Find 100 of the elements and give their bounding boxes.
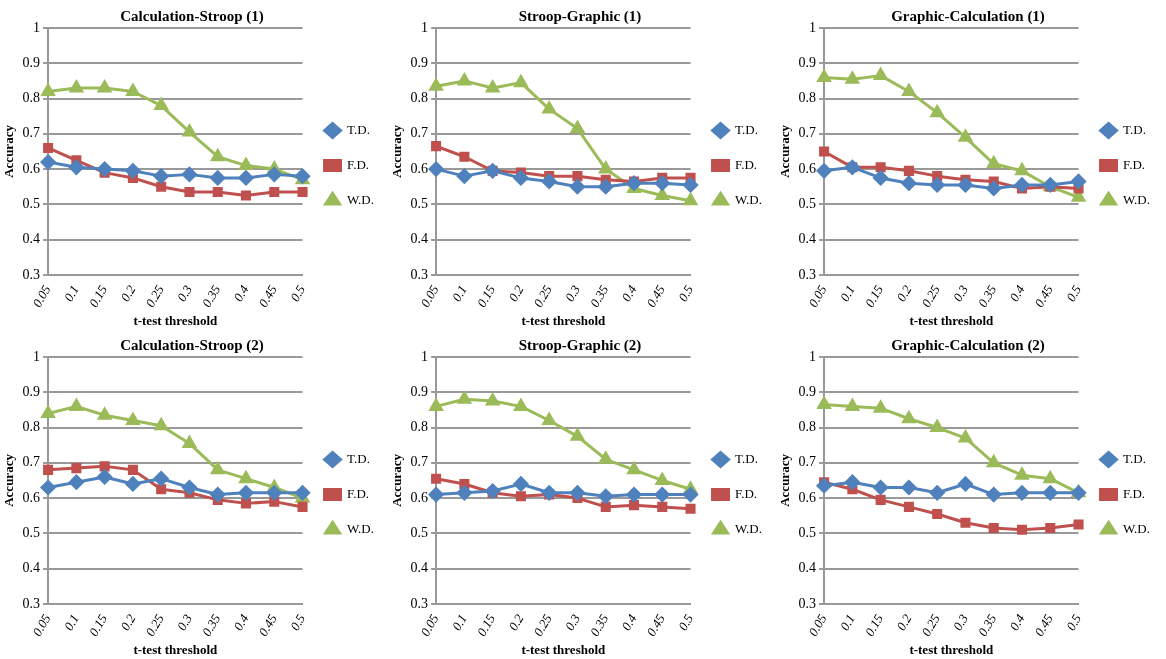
y-tick-label: 0.7 [22, 454, 41, 470]
x-tick-label: 0.45 [1031, 282, 1057, 310]
x-tick-label: 0.45 [255, 611, 281, 639]
y-tick-label: 0.7 [410, 454, 429, 470]
y-tick-label: 0.6 [410, 160, 429, 176]
y-tick-label: 0.5 [410, 196, 429, 212]
legend-label: W.D. [1123, 520, 1150, 536]
x-tick-label: 0.25 [142, 611, 167, 639]
y-tick-label: 0.5 [22, 196, 41, 212]
y-tick-label: 1 [421, 19, 429, 35]
y-tick-label: 0.7 [798, 125, 817, 141]
x-tick-label: 0.35 [974, 611, 1000, 639]
x-tick-label: 0.25 [918, 282, 943, 310]
y-tick-label: 0.6 [22, 160, 41, 176]
x-tick-label: 0.05 [29, 282, 54, 310]
legend-label: T.D. [735, 121, 758, 137]
legend-label: F.D. [1123, 156, 1146, 172]
x-tick-label: 0.45 [1031, 611, 1057, 639]
y-tick-label: 0.8 [798, 90, 817, 106]
y-tick-label: 0.7 [22, 125, 41, 141]
x-tick-label: 0.25 [142, 282, 167, 310]
x-tick-label: 0.25 [918, 611, 943, 639]
y-tick-label: 0.3 [410, 266, 429, 282]
x-tick-label: 0.5 [286, 282, 309, 305]
x-tick-label: 0.4 [618, 282, 640, 305]
legend-label: F.D. [347, 485, 370, 501]
legend-label: F.D. [347, 156, 370, 172]
y-tick-label: 0.6 [410, 489, 429, 505]
y-tick-label: 1 [421, 348, 429, 364]
x-tick-label: 0.1 [836, 611, 858, 634]
y-tick-label: 0.9 [798, 54, 817, 70]
y-tick-label: 0.4 [798, 560, 817, 576]
x-axis-title: t-test threshold [909, 312, 995, 328]
y-tick-label: 0.7 [798, 454, 817, 470]
x-tick-label: 0.1 [60, 282, 82, 305]
legend-label: W.D. [347, 520, 374, 536]
x-tick-label: 0.5 [286, 611, 309, 634]
x-tick-label: 0.05 [805, 611, 830, 639]
legend-label: T.D. [347, 450, 370, 466]
x-tick-label: 0.1 [448, 611, 470, 634]
x-tick-label: 0.2 [893, 611, 915, 634]
y-tick-label: 0.8 [798, 419, 817, 435]
x-tick-label: 0.25 [530, 282, 555, 310]
x-tick-label: 0.5 [674, 611, 697, 634]
x-tick-label: 0.4 [230, 282, 252, 305]
x-axis-title: t-test threshold [521, 641, 607, 657]
y-tick-label: 0.3 [798, 266, 817, 282]
x-tick-label: 0.35 [198, 611, 224, 639]
y-axis-title: Accuracy [1, 124, 17, 178]
legend-label: T.D. [1123, 450, 1146, 466]
x-tick-label: 0.05 [417, 611, 442, 639]
x-tick-label: 0.3 [173, 611, 196, 634]
x-tick-label: 0.2 [117, 611, 139, 634]
x-tick-label: 0.35 [586, 282, 612, 310]
x-tick-label: 0.4 [230, 611, 252, 634]
x-tick-label: 0.2 [893, 282, 915, 305]
legend-label: W.D. [735, 191, 762, 207]
y-tick-label: 0.7 [410, 125, 429, 141]
legend-label: T.D. [735, 450, 758, 466]
y-axis-title: Accuracy [389, 124, 405, 178]
x-tick-label: 0.15 [473, 282, 499, 310]
x-tick-label: 0.3 [561, 611, 584, 634]
legend-label: W.D. [347, 191, 374, 207]
x-axis-title: t-test threshold [133, 641, 219, 657]
x-tick-label: 0.05 [29, 611, 54, 639]
chart-title: Calculation-Stroop (2) [120, 336, 264, 354]
y-tick-label: 0.5 [410, 525, 429, 541]
y-axis-title: Accuracy [1, 453, 17, 507]
legend-label: W.D. [735, 520, 762, 536]
y-tick-label: 0.5 [798, 196, 817, 212]
x-tick-label: 0.1 [836, 282, 858, 305]
x-tick-label: 0.5 [1062, 611, 1085, 634]
y-tick-label: 0.8 [410, 419, 429, 435]
chart-title: Stroop-Graphic (2) [518, 336, 642, 354]
x-tick-label: 0.15 [85, 282, 111, 310]
y-axis-title: Accuracy [389, 453, 405, 507]
y-tick-label: 1 [33, 348, 41, 364]
chart-title: Graphic-Calculation (2) [891, 336, 1045, 354]
x-tick-label: 0.35 [586, 611, 612, 639]
x-axis-title: t-test threshold [521, 312, 607, 328]
x-tick-label: 0.45 [255, 282, 281, 310]
x-tick-label: 0.35 [974, 282, 1000, 310]
x-tick-label: 0.45 [643, 611, 669, 639]
y-tick-label: 0.6 [22, 489, 41, 505]
y-tick-label: 1 [809, 348, 817, 364]
y-tick-label: 1 [33, 19, 41, 35]
chart-title: Stroop-Graphic (1) [518, 7, 642, 25]
x-tick-label: 0.4 [618, 611, 640, 634]
x-tick-label: 0.5 [674, 282, 697, 305]
y-tick-label: 0.3 [22, 266, 41, 282]
x-tick-label: 0.15 [861, 282, 887, 310]
x-tick-label: 0.3 [949, 611, 972, 634]
y-tick-label: 0.8 [22, 419, 41, 435]
y-tick-label: 0.4 [798, 231, 817, 247]
x-tick-label: 0.2 [505, 611, 527, 634]
y-tick-label: 0.4 [22, 231, 41, 247]
x-tick-label: 0.5 [1062, 282, 1085, 305]
x-tick-label: 0.4 [1006, 611, 1028, 634]
x-tick-label: 0.15 [473, 611, 499, 639]
x-tick-label: 0.3 [561, 282, 584, 305]
